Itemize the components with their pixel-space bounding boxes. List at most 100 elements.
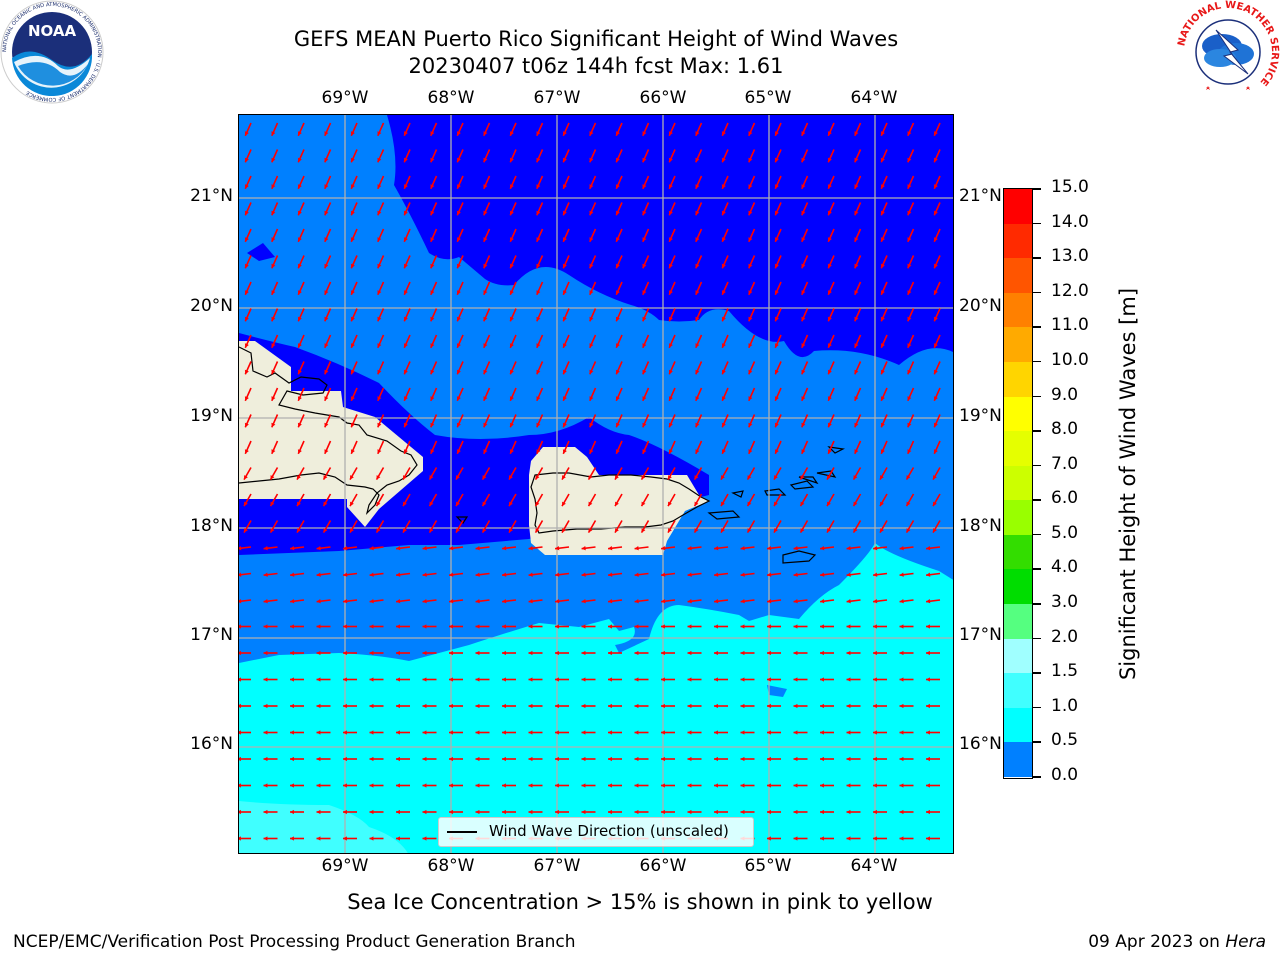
wind-wave-arrowhead [396,599,401,604]
lat-tick-right-19n: 19°N [959,406,1002,426]
wind-wave-arrowhead [714,650,718,656]
wind-wave-arrowhead [767,624,771,629]
wind-wave-arrowhead [846,546,851,551]
wind-wave-arrowhead [324,369,329,375]
wind-wave-arrowhead [740,809,745,815]
wind-wave-arrowhead [721,237,726,242]
wind-wave-arrowhead [297,396,302,401]
wind-wave-map [239,115,953,853]
wind-wave-arrowhead [854,237,859,242]
colorbar-tick-label: 5.0 [1051,522,1079,543]
wind-wave-arrowhead [926,836,930,841]
wind-wave-arrowhead [774,449,779,454]
wind-wave-arrowhead [244,422,249,428]
wind-wave-arrowhead [747,528,752,533]
colorbar-tick-mark [1033,533,1041,536]
wind-wave-arrowhead [270,501,275,507]
wind-wave-arrowhead [316,756,321,762]
wind-wave-arrowhead [873,599,878,604]
colorbar-segment [1004,500,1032,536]
wind-wave-arrowhead [714,783,718,788]
lat-tick-left-19n: 19°N [190,406,233,426]
wind-wave-arrowhead [316,677,321,682]
wind-wave-arrowhead [854,343,859,348]
wind-wave-arrowhead [873,836,877,841]
wind-wave-arrowhead [449,730,453,735]
colorbar-tick-mark [1033,326,1041,328]
wind-wave-arrowhead [290,703,294,709]
wind-wave-arrowhead [290,756,294,762]
wind-wave-arrowhead [748,316,753,322]
wind-wave-arrowhead [403,131,408,136]
colorbar-segment [1004,604,1032,640]
wind-wave-arrowhead [801,396,806,401]
wind-wave-arrowhead [589,131,594,136]
colorbar-tick-label: 11.0 [1051,315,1089,336]
lon-tick-top-65w: 65°W [744,88,792,108]
wind-wave-arrowhead [801,237,806,242]
wind-wave-arrowhead [244,184,249,189]
wind-wave-arrowhead [536,263,541,269]
wind-wave-arrowhead [456,210,461,216]
wind-wave-arrowhead [642,449,647,454]
wind-wave-arrowhead [668,475,672,480]
wind-wave-arrowhead [422,677,427,682]
wind-wave-arrowhead [747,501,752,507]
wind-wave-arrowhead [854,316,859,322]
wind-wave-arrowhead [271,369,276,375]
wind-wave-arrowhead [316,650,321,656]
wind-wave-arrowhead [767,730,771,735]
wind-wave-arrowhead [873,756,877,762]
wind-wave-arrowhead [244,316,249,322]
wind-wave-arrowhead [509,369,514,375]
wind-wave-arrowhead [343,756,347,762]
wind-wave-arrowhead [244,475,248,480]
wind-wave-arrowhead [642,210,647,216]
wind-wave-arrowhead [297,343,302,348]
wind-wave-arrowhead [502,809,506,815]
wind-wave-arrowhead [475,599,480,604]
wind-wave-arrowhead [747,475,752,480]
wind-wave-arrowhead [430,343,435,348]
wind-wave-arrowhead [926,624,930,629]
wind-wave-arrowhead [271,422,276,428]
wind-wave-arrowhead [271,237,276,242]
wind-wave-arrowhead [820,703,824,709]
wind-wave-arrowhead [239,836,241,841]
wind-wave-arrowhead [271,157,276,163]
wind-wave-arrowhead [634,599,639,604]
wind-wave-arrowhead [369,809,374,815]
wind-wave-arrowhead [509,528,513,533]
wind-wave-arrowhead [343,572,348,577]
wind-wave-arrowhead [482,528,487,533]
colorbar-tick-label: 14.0 [1051,211,1089,232]
wind-wave-arrowhead [430,237,435,242]
wind-wave-arrowhead [906,475,911,480]
wind-wave-arrowhead [239,572,242,577]
wind-wave-arrowhead [740,730,745,735]
wind-wave-arrowhead [403,237,408,242]
wind-wave-arrowhead [239,703,241,709]
wind-wave-arrowhead [324,237,329,242]
wind-wave-arrowhead [926,650,930,656]
wind-wave-arrowhead [244,501,248,507]
wind-wave-arrowhead [581,599,586,604]
wind-wave-arrowhead [430,210,435,216]
wind-wave-arrowhead [880,396,885,401]
wind-wave-arrowhead [350,237,355,242]
nws-logo: NATIONAL WEATHER SERVICE [1176,0,1280,103]
lat-tick-left-17n: 17°N [190,625,233,645]
wind-wave-arrowhead [456,475,460,480]
colorbar-segment [1004,742,1032,778]
wind-wave-arrowhead [608,546,613,551]
colorbar-tick-label: 0.5 [1051,730,1079,751]
wind-wave-arrowhead [403,449,408,454]
wind-wave-arrowhead [475,730,480,735]
wind-wave-arrowhead [456,316,461,322]
noaa-logo-text: NOAA [28,22,77,40]
wind-wave-arrowhead [589,263,594,269]
wind-wave-arrowhead [668,290,673,295]
sea-ice-note: Sea Ice Concentration > 15% is shown in … [347,890,933,914]
wind-wave-arrowhead [748,184,753,189]
wind-wave-arrowhead [641,475,646,480]
